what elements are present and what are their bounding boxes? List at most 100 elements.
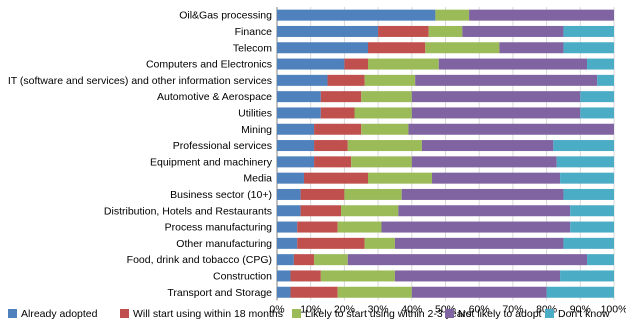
bar-segment-5 [597, 74, 614, 86]
bar-segment-3 [341, 205, 399, 217]
bar-segment-2 [300, 188, 345, 200]
x-tick-label: 60% [469, 303, 490, 315]
legend-label: Not likely to adopt it [458, 308, 550, 320]
category-label: Automotive & Aerospace [157, 91, 272, 103]
bar-segment-2 [293, 254, 315, 266]
bar-segment-3 [344, 188, 402, 200]
bar-segment-1 [277, 237, 298, 249]
bar-segment-2 [290, 286, 338, 298]
bar-segment-5 [587, 58, 614, 70]
category-label: Distribution, Hotels and Restaurants [104, 205, 272, 217]
legend-label: Don't know [558, 308, 610, 320]
legend-label: Likely to start using within 2-3 years [305, 308, 471, 320]
bar-segment-5 [580, 107, 614, 119]
bar-segment-4 [499, 42, 564, 54]
bar-segment-4 [415, 74, 598, 86]
bar-segment-3 [428, 25, 463, 37]
bar-segment-5 [553, 140, 614, 152]
bar-segment-3 [361, 91, 412, 103]
bar-segment-3 [435, 9, 470, 21]
bar-segment-2 [290, 270, 321, 282]
bar-segment-1 [277, 254, 294, 266]
bar-segment-5 [563, 42, 614, 54]
bar-segment-4 [421, 140, 554, 152]
bar-segment-3 [337, 221, 382, 233]
bar-segment-3 [347, 140, 422, 152]
legend-label: Already adopted [21, 308, 98, 320]
category-label: Equipment and machinery [150, 156, 273, 168]
bar-segment-4 [462, 25, 564, 37]
bar-segment-2 [320, 91, 362, 103]
bar-segment-4 [394, 270, 561, 282]
x-tick-label: 10% [300, 303, 321, 315]
bar-segment-1 [277, 107, 321, 119]
bar-segment-5 [570, 205, 614, 217]
bar-segment-1 [277, 123, 315, 135]
category-label: Media [243, 173, 272, 185]
bar-segment-2 [327, 74, 365, 86]
bar-segment-1 [277, 270, 291, 282]
category-label: Oil&Gas processing [179, 10, 272, 22]
bar-segment-3 [361, 123, 409, 135]
bar-segment-1 [277, 172, 304, 184]
bar-segment-5 [563, 237, 614, 249]
x-tick-label: 100% [601, 303, 626, 315]
bar-segment-2 [314, 123, 362, 135]
category-label: IT (software and services) and other inf… [8, 75, 272, 87]
legend-swatch [8, 309, 17, 318]
bar-segment-4 [438, 58, 588, 70]
bar-segment-5 [546, 286, 614, 298]
bar-segment-5 [563, 188, 614, 200]
bar-segment-1 [277, 58, 345, 70]
x-tick-label: 90% [570, 303, 591, 315]
bar-segment-3 [314, 254, 348, 266]
bar-segment-5 [560, 270, 614, 282]
bar-segment-2 [320, 107, 355, 119]
bar-segment-2 [314, 156, 352, 168]
bar-segment-5 [587, 254, 614, 266]
bar-segment-1 [277, 25, 379, 37]
bar-segment-5 [556, 156, 614, 168]
bar-segment-1 [277, 74, 328, 86]
category-label: Business sector (10+) [170, 189, 272, 201]
bar-segment-4 [347, 254, 588, 266]
bar-segment-4 [432, 172, 561, 184]
bar-segment-4 [381, 221, 571, 233]
bar-segment-1 [277, 286, 291, 298]
bar-segment-2 [367, 42, 426, 54]
legend-label: Will start using within 18 months [133, 308, 283, 320]
bar-segment-1 [277, 188, 301, 200]
x-tick-label: 0% [269, 303, 284, 315]
category-label: Telecom [233, 42, 272, 54]
bar-segment-3 [320, 270, 395, 282]
category-label: Construction [213, 270, 272, 282]
category-label: Other manufacturing [176, 238, 272, 250]
bar-segment-4 [411, 107, 581, 119]
bar-segment-5 [580, 91, 614, 103]
category-label: Finance [235, 26, 273, 38]
legend-swatch [120, 309, 129, 318]
bar-segment-3 [337, 286, 412, 298]
bar-segment-3 [351, 156, 412, 168]
bar-segment-1 [277, 91, 321, 103]
category-label: Process manufacturing [165, 222, 273, 234]
bar-segment-2 [297, 237, 365, 249]
x-tick-label: 30% [368, 303, 389, 315]
bar-segment-2 [378, 25, 429, 37]
bar-segment-1 [277, 9, 436, 21]
x-tick-label: 70% [502, 303, 523, 315]
bar-segment-4 [408, 123, 614, 135]
bar-segment-4 [398, 205, 571, 217]
bar-segment-4 [411, 286, 547, 298]
bar-segment-1 [277, 140, 315, 152]
category-label: Utilities [238, 107, 272, 119]
bar-segment-4 [401, 188, 564, 200]
bar-segment-1 [277, 205, 301, 217]
category-label: Professional services [173, 140, 272, 152]
bar-segment-2 [344, 58, 368, 70]
bar-segment-1 [277, 221, 298, 233]
bar-segment-4 [411, 156, 557, 168]
bar-segment-3 [367, 58, 439, 70]
